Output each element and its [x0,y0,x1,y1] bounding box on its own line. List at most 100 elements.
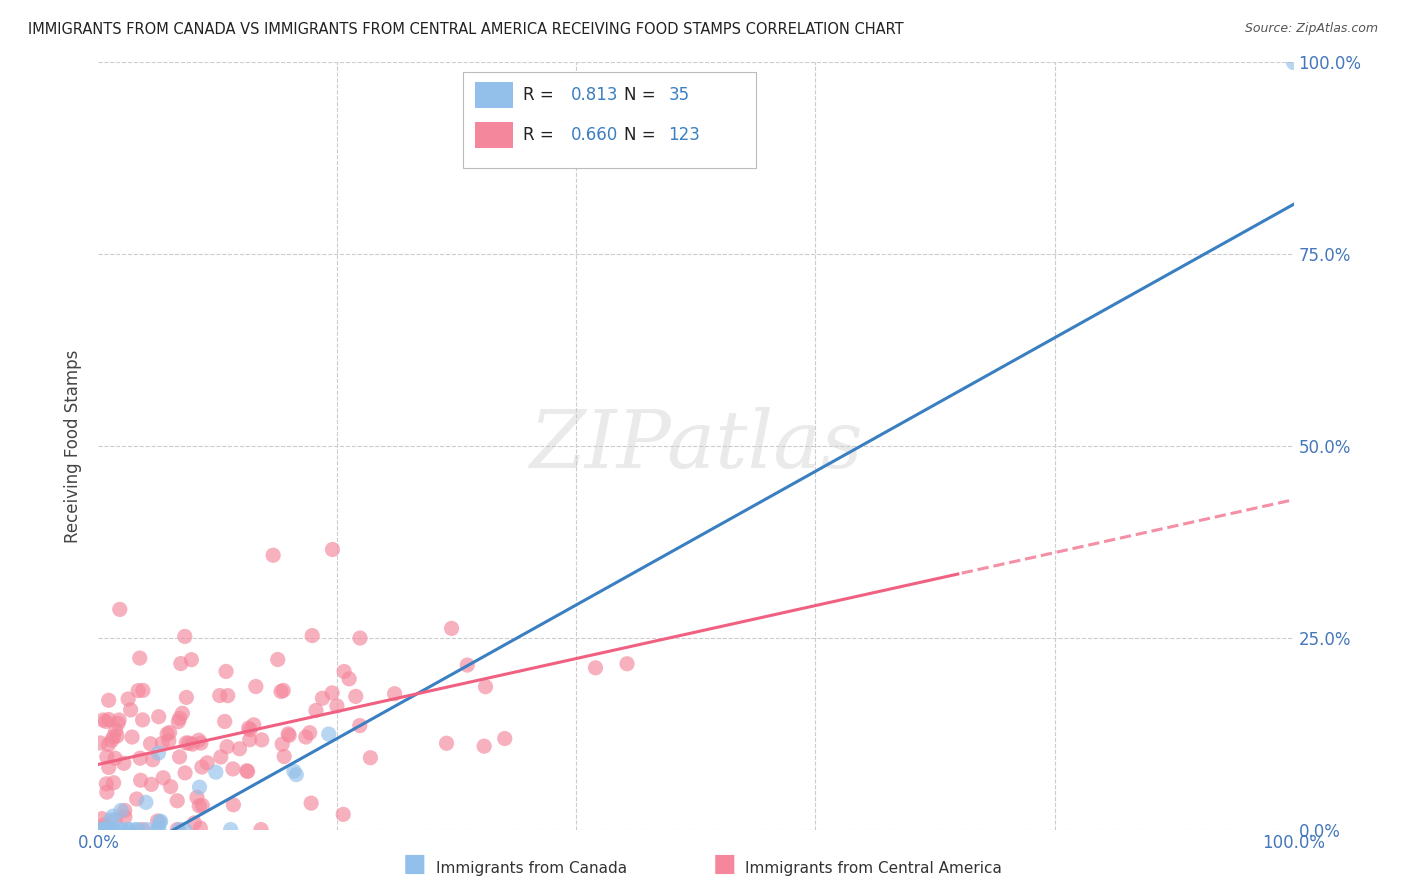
Point [205,765,228,780]
Point [89,822,111,837]
Point [294,730,316,744]
Point [97,760,120,774]
Point [214,714,236,729]
Point [110,804,132,818]
Text: N =: N = [624,126,661,144]
Point [169,822,191,837]
Point [183,816,205,830]
Point [117,822,139,837]
Point [278,728,301,742]
Point [90,822,112,837]
Point [208,689,231,703]
Point [305,703,328,717]
Point [349,718,371,732]
Text: IMMIGRANTS FROM CANADA VS IMMIGRANTS FROM CENTRAL AMERICA RECEIVING FOOD STAMPS : IMMIGRANTS FROM CANADA VS IMMIGRANTS FRO… [28,22,904,37]
Point [152,771,174,785]
Point [344,690,367,704]
Point [436,736,458,750]
FancyBboxPatch shape [475,82,513,109]
Point [359,750,381,764]
Point [239,732,262,747]
Text: 35: 35 [668,86,689,103]
Point [166,822,188,837]
Point [298,725,321,739]
Text: R =: R = [523,126,558,144]
Point [242,718,264,732]
Point [267,652,290,666]
Point [209,750,232,764]
Point [474,680,496,694]
Point [108,602,131,616]
Point [262,548,284,562]
Text: R =: R = [523,86,558,103]
Point [96,749,118,764]
Point [103,730,125,744]
Point [170,657,193,671]
FancyBboxPatch shape [475,122,513,148]
Point [156,727,179,741]
Point [149,815,172,830]
Point [172,706,194,721]
Point [136,822,159,837]
Point [93,817,115,831]
Point [173,629,195,643]
Point [188,798,211,813]
Point [104,723,127,738]
Text: N =: N = [624,86,661,103]
Text: ZIPatlas: ZIPatlas [529,408,863,484]
Point [101,809,124,823]
Point [150,736,173,750]
Point [97,693,120,707]
Point [125,792,148,806]
Point [176,690,198,705]
Point [120,703,142,717]
Point [157,734,180,748]
Point [100,822,122,837]
Point [128,651,150,665]
Point [318,727,340,741]
Point [91,812,114,826]
Point [494,731,516,746]
Point [174,822,197,837]
Point [96,785,118,799]
Point [97,713,120,727]
Point [132,822,155,837]
Point [273,749,295,764]
Text: 0.660: 0.660 [571,126,617,144]
Point [103,776,125,790]
Point [384,687,406,701]
Point [222,762,245,776]
Point [127,683,149,698]
Text: Source: ZipAtlas.com: Source: ZipAtlas.com [1244,22,1378,36]
Point [181,737,204,751]
Point [174,765,197,780]
Point [100,813,122,827]
Point [148,822,170,836]
Point [104,813,127,827]
Point [100,822,122,837]
Point [321,542,343,557]
Point [103,822,125,837]
Point [228,741,250,756]
Point [301,629,323,643]
Point [98,822,121,837]
Point [238,721,260,735]
Point [215,665,238,679]
Point [97,822,120,837]
Point [104,751,127,765]
Text: Immigrants from Canada: Immigrants from Canada [436,861,627,876]
Point [91,713,114,727]
Point [135,796,157,810]
Point [217,689,239,703]
Point [96,822,118,837]
Point [333,665,356,679]
Point [299,796,322,810]
Point [105,729,128,743]
Point [195,756,218,770]
Point [337,672,360,686]
Point [121,730,143,744]
Point [132,683,155,698]
Point [177,736,200,750]
Text: ■: ■ [713,852,735,876]
Point [283,764,305,779]
